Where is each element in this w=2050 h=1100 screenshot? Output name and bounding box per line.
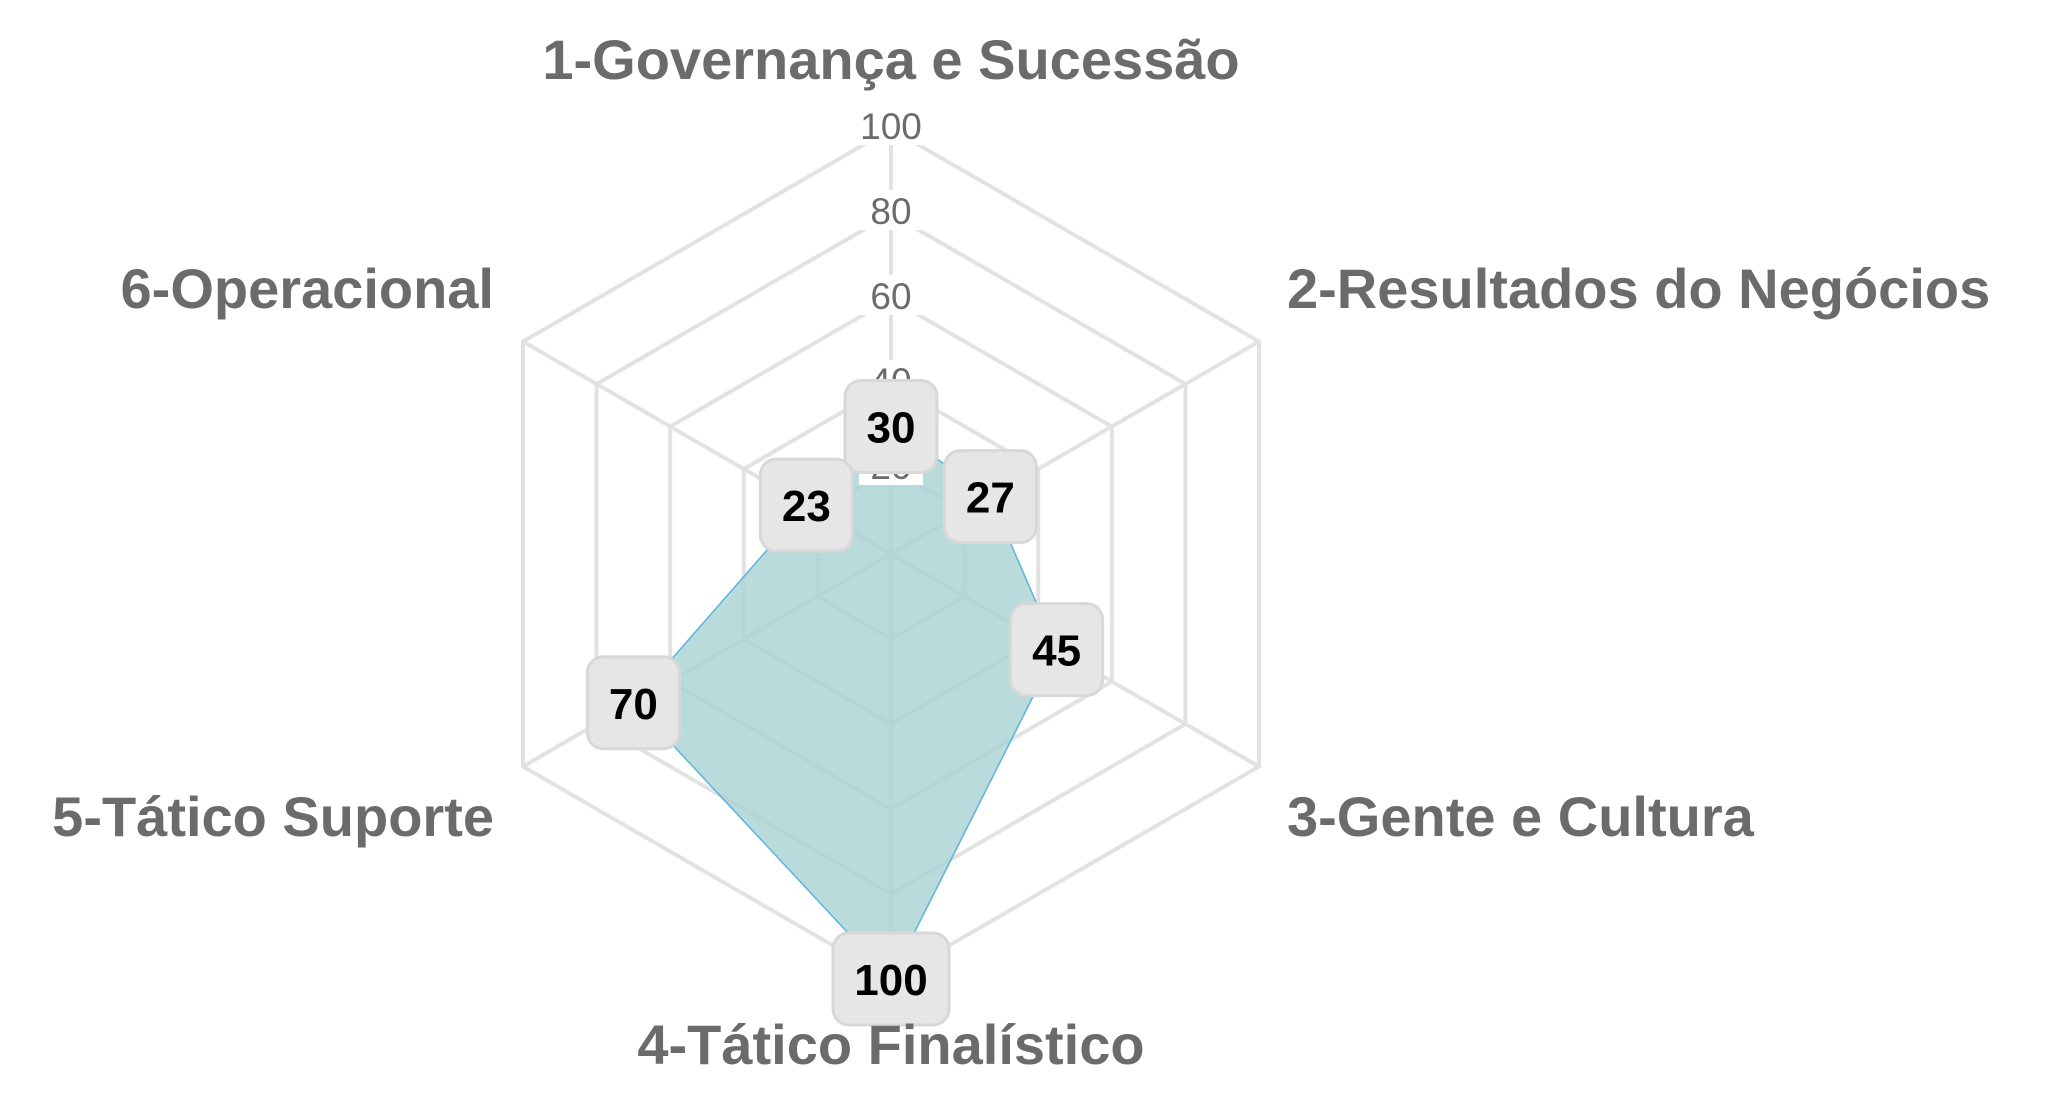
category-label-4: 4-Tático Finalístico [637,1013,1144,1076]
value-label-1: 30 [843,379,939,474]
category-label-5: 5-Tático Suporte [52,785,494,848]
value-label-text: 100 [854,956,927,1005]
value-label-text: 23 [782,482,831,531]
value-label-3: 45 [1009,602,1105,698]
value-label-text: 45 [1032,627,1081,676]
tick-label-bg-60 [859,275,923,315]
value-label-box [831,931,951,1027]
category-labels: 1-Governança e Sucessão 2-Resultados do N… [52,28,1990,1076]
value-label-5: 70 [585,655,681,751]
value-label-box [1009,602,1105,698]
value-label-box [843,379,939,474]
value-label-box [585,655,681,751]
category-label-2: 2-Resultados do Negócios [1287,257,1990,320]
value-label-6: 23 [758,457,854,553]
value-label-text: 27 [966,474,1015,523]
tick-label-bg-80 [859,190,923,230]
category-label-1: 1-Governança e Sucessão [542,28,1239,91]
category-label-3: 3-Gente e Cultura [1287,785,1755,848]
value-label-4: 100 [831,931,951,1027]
tick-label-100: 100 [860,106,922,147]
value-label-box [758,457,854,553]
value-label-text: 30 [867,404,916,453]
value-labels: 30 27 45 100 70 23 [585,379,1105,1027]
tick-label-60: 60 [870,276,911,317]
value-label-text: 70 [609,680,658,729]
value-label-2: 27 [942,449,1038,545]
value-label-box [942,449,1038,545]
tick-label-bg-100 [859,105,923,145]
tick-label-80: 80 [870,191,911,232]
category-label-6: 6-Operacional [121,257,494,320]
